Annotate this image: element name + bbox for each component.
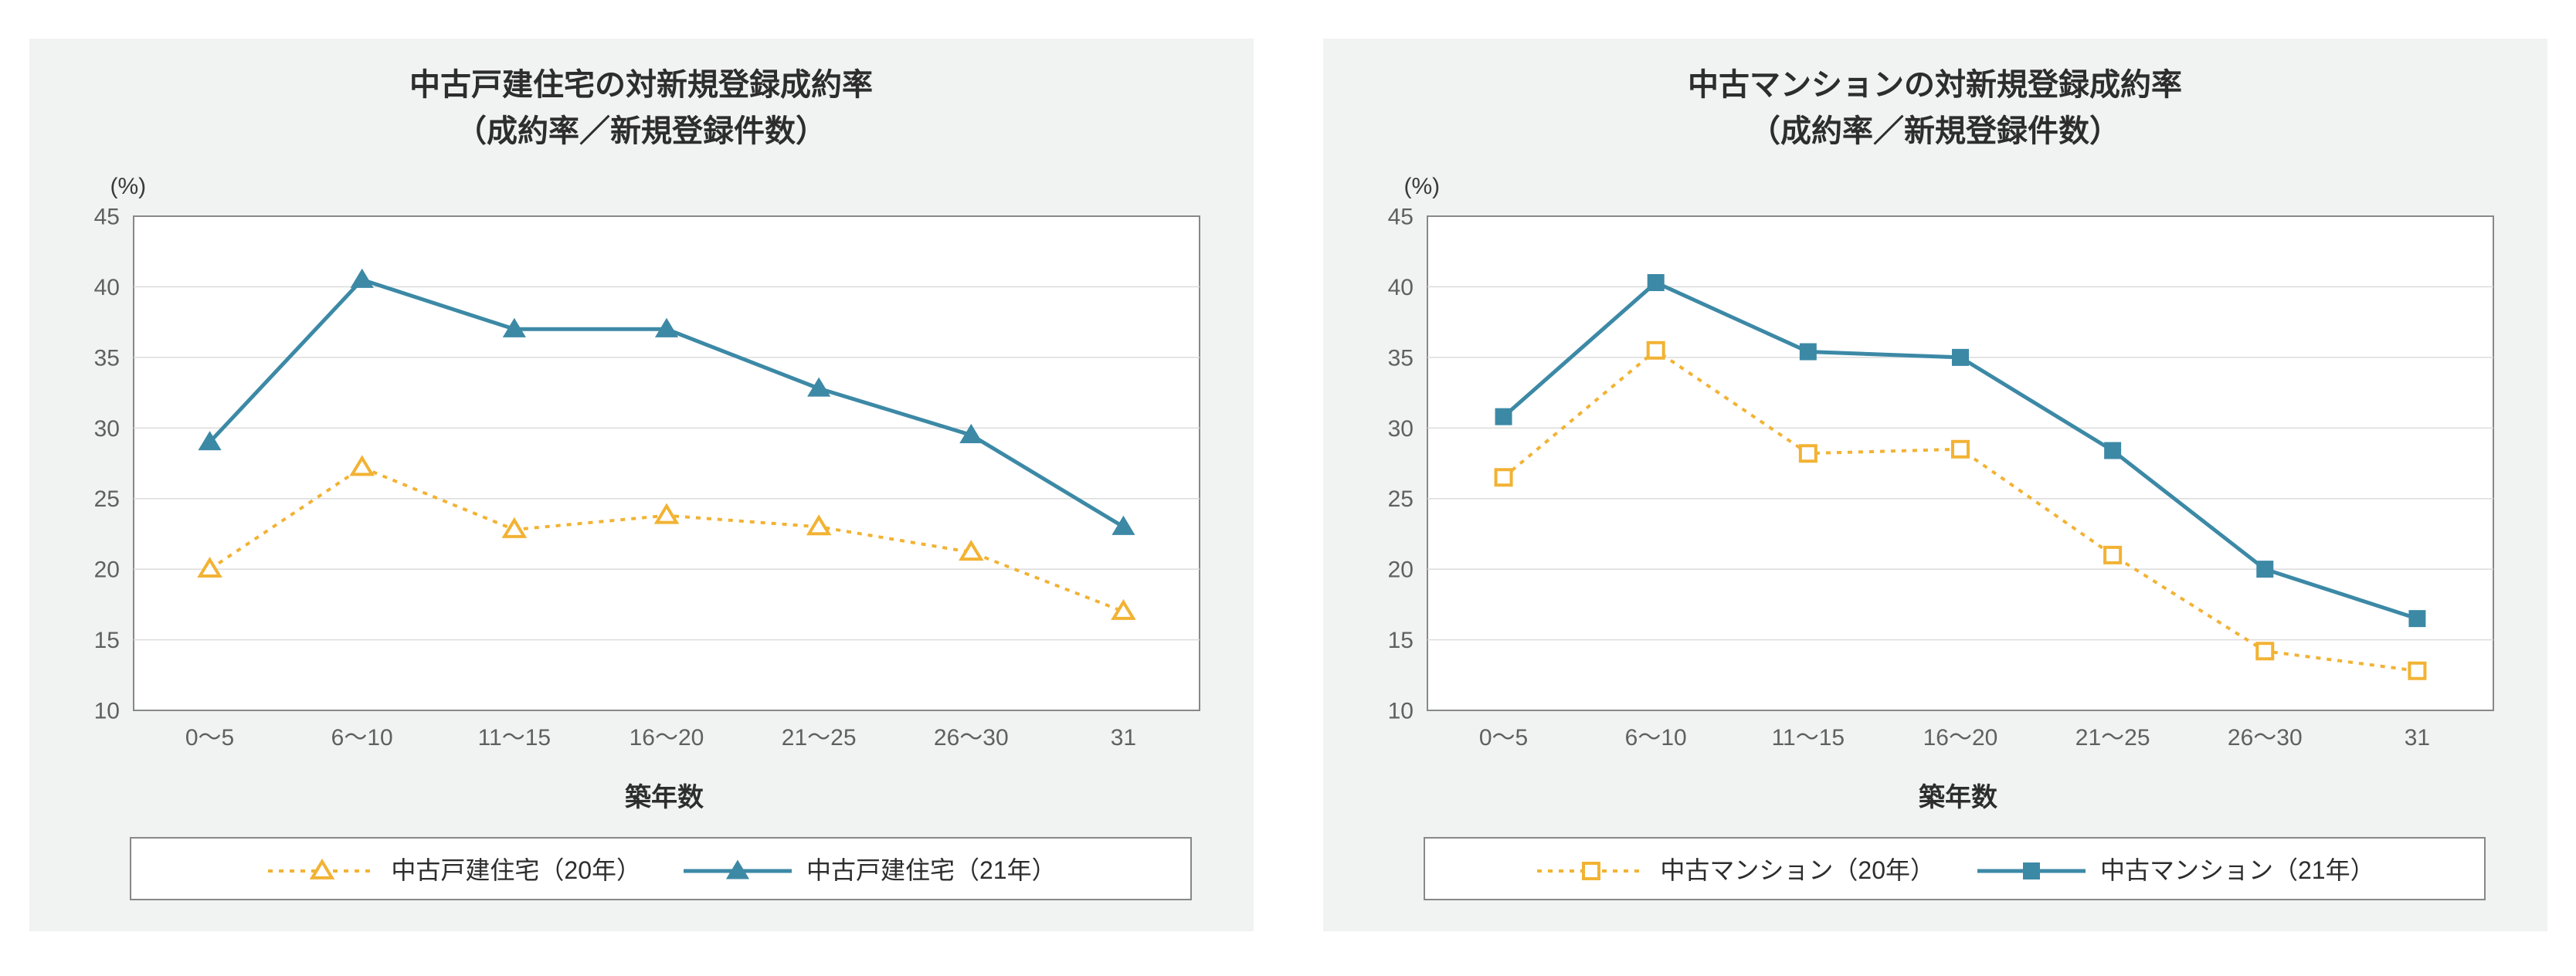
legend-item: 中古戸建住宅（21年）	[680, 851, 1057, 886]
legend-label: 中古戸建住宅（21年）	[806, 851, 1057, 886]
left-legend: 中古戸建住宅（20年） 中古戸建住宅（21年）	[130, 837, 1192, 900]
legend-item: 中古マンション（21年）	[1974, 851, 2375, 886]
data-marker	[2256, 561, 2273, 578]
legend-label: 中古戸建住宅（20年）	[391, 851, 641, 886]
y-tick-label: 20	[1387, 557, 1413, 583]
x-tick-label: 21～25	[781, 725, 856, 751]
data-marker	[1800, 446, 1815, 461]
left-chart-title-line2: （成約率／新規登録件数）	[456, 114, 826, 148]
plot-area	[134, 216, 1200, 710]
y-tick-label: 25	[1387, 486, 1413, 512]
right-x-axis-label: 築年数	[1354, 776, 2517, 814]
x-tick-label: 16～20	[629, 725, 704, 751]
y-tick-label: 40	[1387, 275, 1413, 300]
legend-label: 中古マンション（20年）	[1660, 851, 1935, 886]
y-tick-label: 20	[93, 557, 119, 583]
y-tick-label: 30	[93, 416, 119, 442]
left-chart-svg: 10 15 20 25 30 35 40 45 0～5 6～10 11～15 16～20 21～25 26…	[60, 178, 1223, 764]
data-marker	[1495, 469, 1511, 485]
right-chart-title-line2: （成約率／新規登録件数）	[1750, 114, 2120, 148]
data-marker	[1953, 442, 1968, 457]
data-marker	[1648, 343, 1663, 358]
legend-item: 中古マンション（20年）	[1533, 851, 1935, 886]
left-chart-title: 中古戸建住宅の対新規登録成約率 （成約率／新規登録件数）	[60, 62, 1223, 154]
y-tick-label: 10	[1387, 699, 1413, 724]
y-tick-label: 10	[93, 699, 119, 724]
data-marker	[1647, 274, 1664, 291]
y-tick-label: 30	[1387, 416, 1413, 442]
data-marker	[2105, 547, 2120, 563]
legend-item: 中古戸建住宅（20年）	[264, 851, 641, 886]
x-tick-label: 0～5	[1478, 725, 1527, 751]
left-chart-title-line1: 中古戸建住宅の対新規登録成約率	[409, 68, 873, 102]
y-tick-label: 15	[1387, 628, 1413, 653]
y-tick-label: 15	[93, 628, 119, 653]
x-tick-label: 6～10	[331, 725, 392, 751]
legend-swatch	[1533, 857, 1649, 880]
right-chart-title: 中古マンションの対新規登録成約率 （成約率／新規登録件数）	[1354, 62, 2517, 154]
data-marker	[2408, 610, 2425, 627]
x-tick-label: 21～25	[2075, 725, 2150, 751]
x-tick-label: 11～15	[1771, 725, 1845, 751]
y-tick-label: 45	[93, 205, 119, 230]
right-legend: 中古マンション（20年） 中古マンション（21年）	[1424, 837, 2486, 900]
right-y-unit-label: (%)	[1404, 174, 1441, 200]
legend-swatch	[680, 857, 796, 880]
data-marker	[1495, 408, 1512, 425]
y-tick-label: 35	[1387, 345, 1413, 371]
right-chart-title-line1: 中古マンションの対新規登録成約率	[1688, 68, 2182, 102]
left-chart-wrap: (%) 10152025303540450～56～1011～1516～2021～…	[60, 178, 1223, 900]
y-tick-label: 35	[93, 345, 119, 371]
data-marker	[2104, 442, 2121, 459]
x-tick-label: 31	[1110, 725, 1135, 751]
left-panel: 中古戸建住宅の対新規登録成約率 （成約率／新規登録件数） (%) 10 15 20 2…	[29, 39, 1254, 931]
y-tick-label: 40	[93, 275, 119, 300]
x-tick-label: 31	[2404, 725, 2429, 751]
x-tick-label: 16～20	[1923, 725, 1997, 751]
left-x-axis-label: 築年数	[60, 776, 1223, 814]
legend-swatch	[264, 857, 380, 880]
legend-swatch	[1974, 857, 2089, 880]
right-chart-svg: 10 15 20 25 30 35 40 45 0～5 6～10 11～15 16～20 21～25 26…	[1354, 178, 2517, 764]
data-marker	[2409, 663, 2425, 679]
x-tick-label: 0～5	[185, 725, 233, 751]
page-container: 中古戸建住宅の対新規登録成約率 （成約率／新規登録件数） (%) 10 15 20 2…	[0, 0, 2576, 976]
left-y-unit-label: (%)	[110, 174, 147, 200]
x-tick-label: 11～15	[477, 725, 551, 751]
plot-area	[1427, 216, 2493, 710]
data-marker	[2257, 643, 2272, 659]
right-chart-wrap: (%) 10152025303540450～56～1011～1516～2021～…	[1354, 178, 2517, 900]
y-tick-label: 45	[1387, 205, 1413, 230]
y-tick-label: 25	[93, 486, 119, 512]
x-tick-label: 26～30	[933, 725, 1008, 751]
data-marker	[1952, 349, 1969, 366]
x-tick-label: 6～10	[1624, 725, 1686, 751]
x-tick-label: 26～30	[2227, 725, 2302, 751]
legend-label: 中古マンション（21年）	[2100, 851, 2375, 886]
right-panel: 中古マンションの対新規登録成約率 （成約率／新規登録件数） (%) 10 15 20…	[1323, 39, 2547, 931]
data-marker	[1799, 344, 1816, 361]
